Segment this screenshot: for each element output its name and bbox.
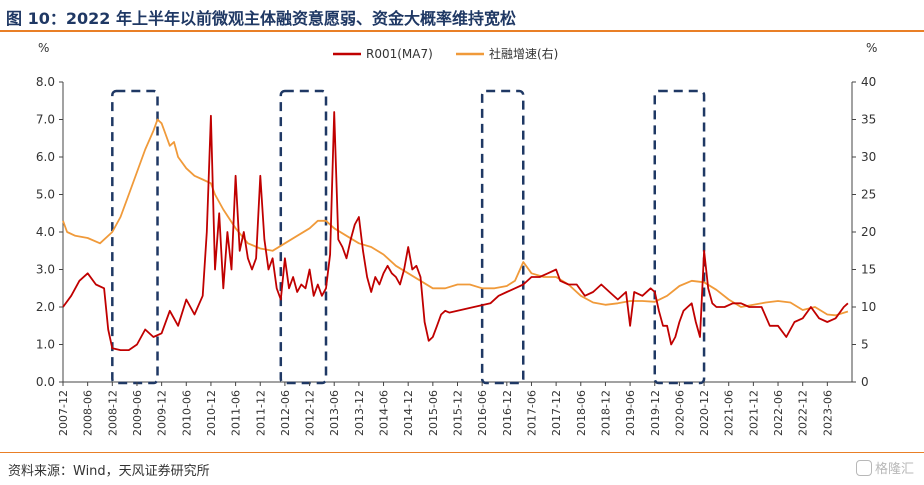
right-y-axis: % 0 5 10 15 20 25 30 35 40 [852, 41, 877, 389]
x-axis-tick-label: 2017-12 [550, 390, 563, 436]
x-axis-tick-label: 2012-12 [304, 390, 317, 436]
x-axis-tick-label: 2017-06 [525, 390, 538, 436]
x-axis-tick-label: 2020-12 [698, 390, 711, 436]
left-axis-tick-label: 3.0 [36, 263, 55, 277]
x-axis-tick-label: 2008-06 [82, 390, 95, 436]
left-axis-tick-label: 8.0 [36, 75, 55, 89]
x-axis-tick-label: 2014-06 [378, 390, 391, 436]
left-axis-tick-label: 6.0 [36, 150, 55, 164]
legend: R001(MA7) 社融增速(右) [333, 46, 558, 61]
right-axis-unit: % [866, 41, 877, 55]
x-axis-tick-label: 2014-12 [402, 390, 415, 436]
x-axis-tick-label: 2021-06 [723, 390, 736, 436]
x-axis-tick-label: 2023-06 [821, 390, 834, 436]
x-axis-tick-label: 2010-06 [180, 390, 193, 436]
x-axis-tick-label: 2011-06 [230, 390, 243, 436]
left-axis-tick-label: 4.0 [36, 225, 55, 239]
x-axis-tick-label: 2011-12 [254, 390, 267, 436]
x-axis-tick-label: 2018-06 [575, 390, 588, 436]
x-axis-tick-label: 2021-12 [747, 390, 760, 436]
right-axis-tick-label: 20 [861, 225, 876, 239]
left-axis-tick-label: 2.0 [36, 300, 55, 314]
header-rule [0, 30, 924, 32]
right-axis-tick-label: 30 [861, 150, 876, 164]
x-axis-tick-label: 2019-12 [649, 390, 662, 436]
x-axis-tick-label: 2013-06 [328, 390, 341, 436]
x-axis-tick-label: 2009-06 [131, 390, 144, 436]
line-chart: % 0.0 1.0 2.0 3.0 4.0 5.0 6.0 7.0 8.0 % 0 5 10 15 20… [36, 41, 878, 436]
highlight-window-box [111, 89, 159, 385]
highlight-window-box [279, 89, 328, 385]
left-axis-unit: % [38, 41, 49, 55]
figure-title: 图 10：2022 年上半年以前微观主体融资意愿弱、资金大概率维持宽松 [6, 9, 516, 28]
left-y-axis: % 0.0 1.0 2.0 3.0 4.0 5.0 6.0 7.0 8.0 [36, 41, 63, 389]
legend-label-r001: R001(MA7) [366, 47, 433, 61]
right-axis-tick-label: 10 [861, 300, 876, 314]
left-axis-tick-label: 7.0 [36, 113, 55, 127]
x-axis-tick-label: 2022-12 [797, 390, 810, 436]
left-axis-tick-label: 1.0 [36, 338, 55, 352]
x-axis-tick-label: 2007-12 [57, 390, 70, 436]
x-axis-tick-label: 2015-06 [427, 390, 440, 436]
left-axis-tick-label: 5.0 [36, 188, 55, 202]
series-line-r001 [62, 111, 849, 352]
x-axis-tick-label: 2016-06 [476, 390, 489, 436]
right-axis-tick-label: 15 [861, 263, 876, 277]
highlight-window-box [653, 89, 706, 385]
right-axis-tick-label: 25 [861, 188, 876, 202]
x-axis-tick-label: 2016-12 [501, 390, 514, 436]
plot-frame [62, 82, 853, 383]
right-axis-tick-label: 0 [861, 375, 869, 389]
source-note: 资料来源：Wind，天风证券研究所 [8, 464, 210, 479]
legend-label-tsf: 社融增速(右) [489, 46, 558, 61]
right-axis-tick-label: 40 [861, 75, 876, 89]
x-axis-tick-label: 2019-06 [624, 390, 637, 436]
x-axis-tick-label: 2008-12 [106, 390, 119, 436]
right-axis-tick-label: 35 [861, 113, 876, 127]
x-axis-tick-label: 2018-12 [599, 390, 612, 436]
x-axis-tick-label: 2022-06 [772, 390, 785, 436]
watermark-text: 格隆汇 [874, 462, 914, 477]
x-axis-tick-label: 2013-12 [353, 390, 366, 436]
watermark-logo-icon [855, 460, 872, 476]
x-axis-tick-label: 2010-12 [205, 390, 218, 436]
highlight-windows [111, 89, 706, 385]
x-axis-tick-label: 2015-12 [452, 390, 465, 436]
figure-header: 图 10：2022 年上半年以前微观主体融资意愿弱、资金大概率维持宽松 [0, 0, 924, 32]
highlight-window-box [480, 89, 525, 385]
x-axis-tick-label: 2020-06 [673, 390, 686, 436]
x-axis-tick-label: 2009-12 [156, 390, 169, 436]
x-axis: 2007-12 2008-06 2008-12 2009-06 2009-12 2010-… [57, 382, 834, 436]
right-axis-tick-label: 5 [861, 338, 869, 352]
series-layer [62, 111, 849, 352]
watermark: 格隆汇 [855, 458, 914, 477]
left-axis-tick-label: 0.0 [36, 375, 55, 389]
footer-rule [0, 452, 924, 453]
series-line-tsf [62, 118, 849, 317]
x-axis-tick-label: 2012-06 [279, 390, 292, 436]
